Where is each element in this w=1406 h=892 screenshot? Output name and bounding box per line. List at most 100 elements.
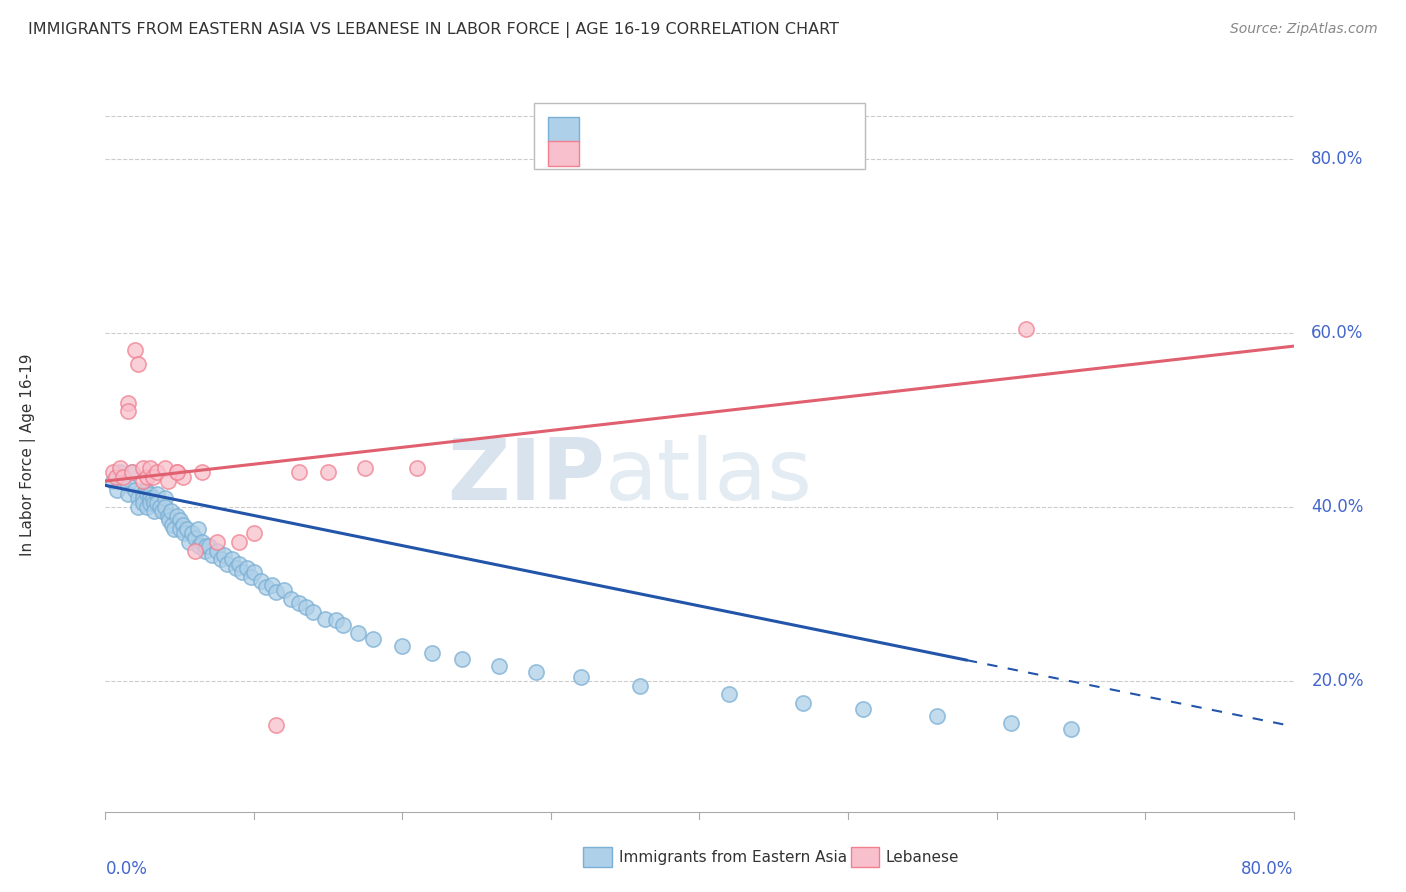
Text: 40.0%: 40.0% bbox=[1312, 498, 1364, 516]
Point bbox=[101, 474, 124, 488]
Point bbox=[173, 526, 195, 541]
Point bbox=[121, 466, 143, 480]
Point bbox=[142, 469, 165, 483]
Point bbox=[205, 543, 228, 558]
Point bbox=[1060, 722, 1083, 736]
Text: IMMIGRANTS FROM EASTERN ASIA VS LEBANESE IN LABOR FORCE | AGE 16-19 CORRELATION : IMMIGRANTS FROM EASTERN ASIA VS LEBANESE… bbox=[28, 22, 839, 38]
Point bbox=[117, 487, 139, 501]
Point bbox=[163, 522, 186, 536]
Point bbox=[139, 487, 162, 501]
Point bbox=[156, 508, 179, 523]
Point bbox=[347, 626, 370, 640]
Point bbox=[112, 474, 135, 488]
Point bbox=[191, 466, 214, 480]
Point bbox=[142, 491, 165, 506]
Point bbox=[131, 496, 153, 510]
Point bbox=[169, 522, 191, 536]
Point bbox=[1015, 322, 1038, 336]
Point bbox=[172, 469, 194, 483]
Point bbox=[124, 343, 146, 358]
Point bbox=[136, 469, 159, 483]
Point bbox=[146, 466, 169, 480]
Point bbox=[131, 461, 153, 475]
Point bbox=[214, 548, 236, 562]
Point bbox=[139, 491, 162, 506]
Point bbox=[139, 461, 162, 475]
Text: ZIP: ZIP bbox=[447, 434, 605, 518]
Point bbox=[927, 709, 949, 723]
Point bbox=[250, 574, 273, 588]
Text: R =: R = bbox=[591, 122, 624, 136]
Point bbox=[146, 487, 169, 501]
Point bbox=[135, 483, 157, 497]
Point bbox=[157, 513, 180, 527]
Point bbox=[325, 613, 347, 627]
Point bbox=[127, 357, 149, 371]
Point bbox=[260, 578, 283, 592]
Point bbox=[240, 570, 263, 584]
Point bbox=[302, 605, 325, 619]
Text: 87: 87 bbox=[756, 122, 778, 136]
Point bbox=[264, 717, 287, 731]
Text: 0.155: 0.155 bbox=[630, 146, 678, 161]
Text: N =: N = bbox=[706, 146, 749, 161]
Point bbox=[792, 696, 814, 710]
Text: 0.0%: 0.0% bbox=[105, 860, 148, 878]
Point bbox=[225, 561, 247, 575]
Point bbox=[209, 552, 232, 566]
Point bbox=[121, 466, 143, 480]
Point bbox=[228, 535, 250, 549]
Point bbox=[112, 469, 135, 483]
Point bbox=[177, 535, 200, 549]
Point bbox=[361, 632, 384, 647]
Point bbox=[231, 566, 253, 580]
Point bbox=[159, 504, 181, 518]
Point bbox=[117, 395, 139, 409]
Text: Lebanese: Lebanese bbox=[886, 850, 959, 864]
Point bbox=[143, 496, 166, 510]
Point bbox=[172, 517, 194, 532]
Point bbox=[273, 582, 295, 597]
Point bbox=[131, 474, 153, 488]
Point bbox=[205, 535, 228, 549]
Point bbox=[235, 561, 257, 575]
Point bbox=[131, 487, 153, 501]
Point bbox=[110, 466, 132, 480]
Point bbox=[450, 652, 472, 666]
Point bbox=[314, 611, 336, 625]
Text: In Labor Force | Age 16-19: In Labor Force | Age 16-19 bbox=[20, 353, 37, 557]
Text: 20.0%: 20.0% bbox=[1312, 673, 1364, 690]
Point bbox=[110, 461, 132, 475]
Point bbox=[169, 513, 191, 527]
Point bbox=[131, 491, 153, 506]
Point bbox=[188, 539, 211, 553]
Point bbox=[195, 539, 218, 553]
Point bbox=[391, 640, 413, 654]
Point bbox=[149, 500, 172, 515]
Point bbox=[287, 596, 309, 610]
Point bbox=[718, 687, 741, 701]
Point bbox=[243, 526, 266, 541]
Point bbox=[176, 522, 198, 536]
Text: atlas: atlas bbox=[605, 434, 813, 518]
Point bbox=[127, 491, 149, 506]
Point bbox=[153, 461, 176, 475]
Text: Immigrants from Eastern Asia: Immigrants from Eastern Asia bbox=[619, 850, 846, 864]
Point bbox=[280, 591, 302, 606]
Point bbox=[101, 466, 124, 480]
Point bbox=[201, 548, 224, 562]
Point bbox=[217, 557, 239, 571]
Point bbox=[569, 670, 592, 684]
Point bbox=[191, 535, 214, 549]
Point bbox=[117, 404, 139, 418]
Point bbox=[628, 679, 651, 693]
Point bbox=[136, 487, 159, 501]
Point bbox=[136, 500, 159, 515]
Point bbox=[153, 500, 176, 515]
Point bbox=[127, 500, 149, 515]
Point bbox=[153, 491, 176, 506]
Point bbox=[146, 496, 169, 510]
Point bbox=[150, 504, 173, 518]
Point bbox=[228, 557, 250, 571]
Point bbox=[166, 466, 188, 480]
